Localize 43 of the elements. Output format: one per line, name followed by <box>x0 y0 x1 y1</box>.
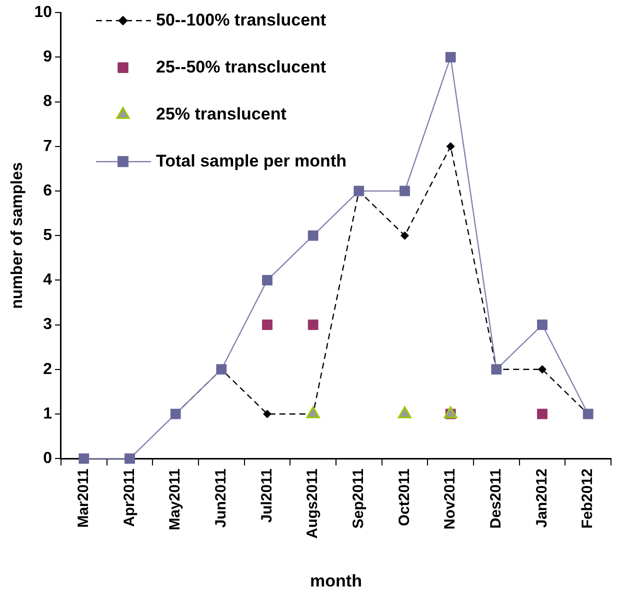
x-tick-label: Feb2012 <box>579 468 596 529</box>
y-tick-label: 8 <box>43 93 52 110</box>
legend-label: 50--100% translucent <box>156 10 326 30</box>
point <box>78 453 90 464</box>
x-axis-title: month <box>310 571 362 590</box>
point <box>124 453 135 464</box>
point <box>537 408 548 420</box>
legend-label: Total sample per month <box>156 151 346 170</box>
point <box>537 320 548 330</box>
y-tick-label: 3 <box>43 316 52 334</box>
y-tick-label: 0 <box>43 450 52 467</box>
point <box>308 320 318 330</box>
legend-label: 25--50% transclucent <box>156 57 326 76</box>
y-tick-label: 6 <box>43 182 52 200</box>
y-tick-label: 2 <box>43 360 52 378</box>
x-tick-label: Sep2011 <box>350 468 368 529</box>
y-axis-title: number of samples <box>9 162 26 309</box>
x-tick-label: Jun2011 <box>212 468 230 528</box>
legend-label: 25% translucent <box>156 104 287 124</box>
point <box>400 186 410 196</box>
point <box>262 274 272 286</box>
x-tick-label: Nov2011 <box>442 468 459 530</box>
x-tick-label: Apr2011 <box>120 468 138 527</box>
x-tick-label: Jul2011 <box>258 468 276 523</box>
x-tick-label: Jan2012 <box>533 468 550 528</box>
point <box>446 142 455 151</box>
point <box>262 320 272 330</box>
x-tick-label: Oct2011 <box>396 468 413 526</box>
y-tick-label: 10 <box>34 4 52 22</box>
y-tick-label: 4 <box>43 272 52 289</box>
point <box>445 52 456 62</box>
y-tick-label: 9 <box>43 48 52 66</box>
x-tick-label: May2011 <box>166 468 184 530</box>
x-tick-label: Mar2011 <box>75 468 92 528</box>
y-tick-label: 7 <box>43 138 52 155</box>
x-tick-label: Des2011 <box>488 468 505 529</box>
y-tick-label: 1 <box>43 405 52 422</box>
y-tick-label: 5 <box>43 226 52 244</box>
point <box>400 231 409 240</box>
x-tick-label: Augs2011 <box>304 468 322 539</box>
point <box>538 365 546 374</box>
point <box>308 230 318 241</box>
point <box>263 410 272 418</box>
